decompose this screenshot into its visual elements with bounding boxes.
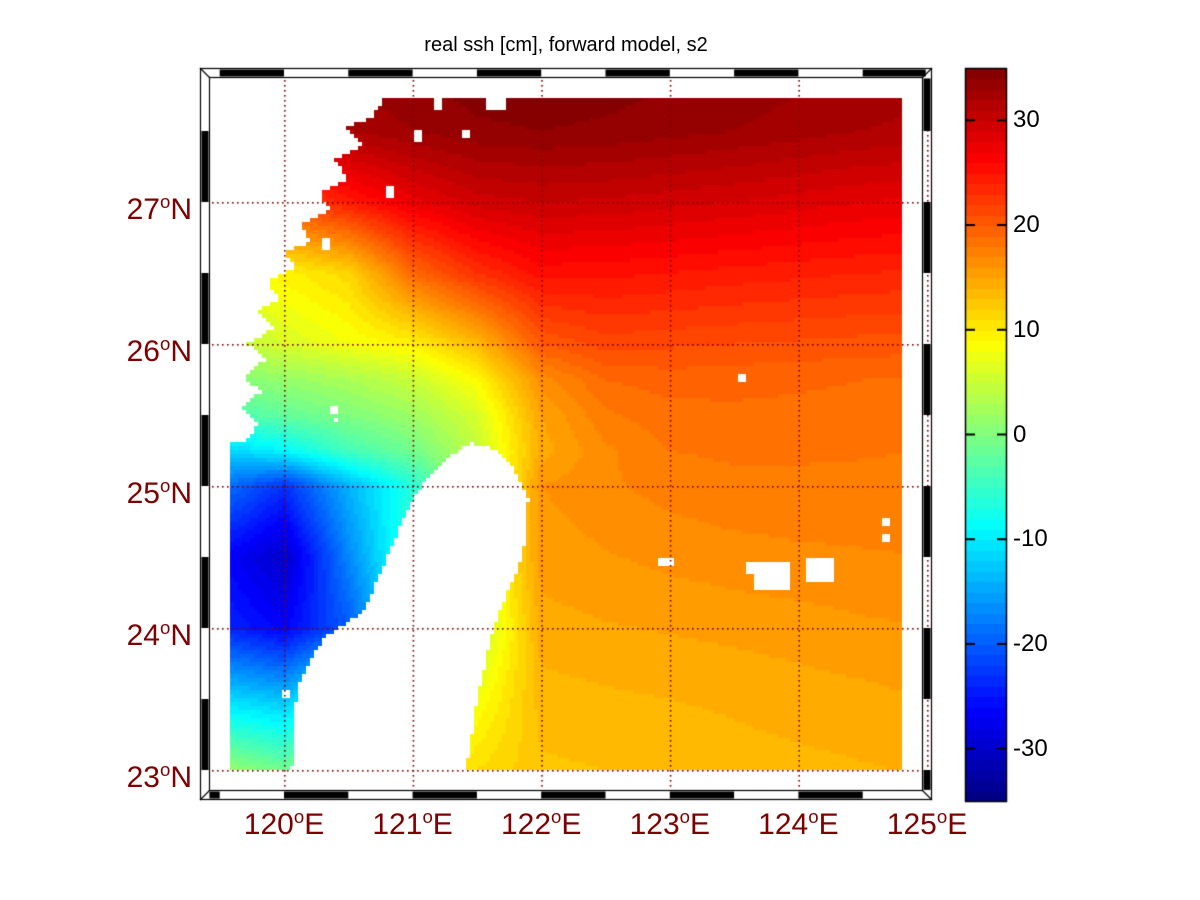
x-tick-label: 124oE xyxy=(758,806,839,841)
y-tick-label: 27oN xyxy=(126,191,192,226)
plot-title: real ssh [cm], forward model, s2 xyxy=(424,34,708,56)
colorbar-tick-label: -30 xyxy=(1013,734,1048,762)
colorbar-tick-label: 20 xyxy=(1013,211,1040,239)
colorbar-tick-label: 30 xyxy=(1013,106,1040,134)
x-tick-label: 123oE xyxy=(629,806,710,841)
x-tick-label: 121oE xyxy=(372,806,453,841)
y-tick-label: 23oN xyxy=(126,759,192,794)
y-tick-label: 26oN xyxy=(126,333,192,368)
colorbar-tick-label: 0 xyxy=(1013,420,1027,448)
y-tick-label: 25oN xyxy=(126,475,192,510)
x-tick-label: 122oE xyxy=(500,806,582,841)
colorbar-tick-label: -20 xyxy=(1013,629,1048,657)
x-tick-label: 125oE xyxy=(886,806,968,841)
y-tick-label: 24oN xyxy=(126,617,192,652)
x-tick-label: 120oE xyxy=(243,806,325,841)
colorbar-tick-label: -10 xyxy=(1013,525,1048,553)
colorbar-tick-label: 10 xyxy=(1013,315,1040,343)
